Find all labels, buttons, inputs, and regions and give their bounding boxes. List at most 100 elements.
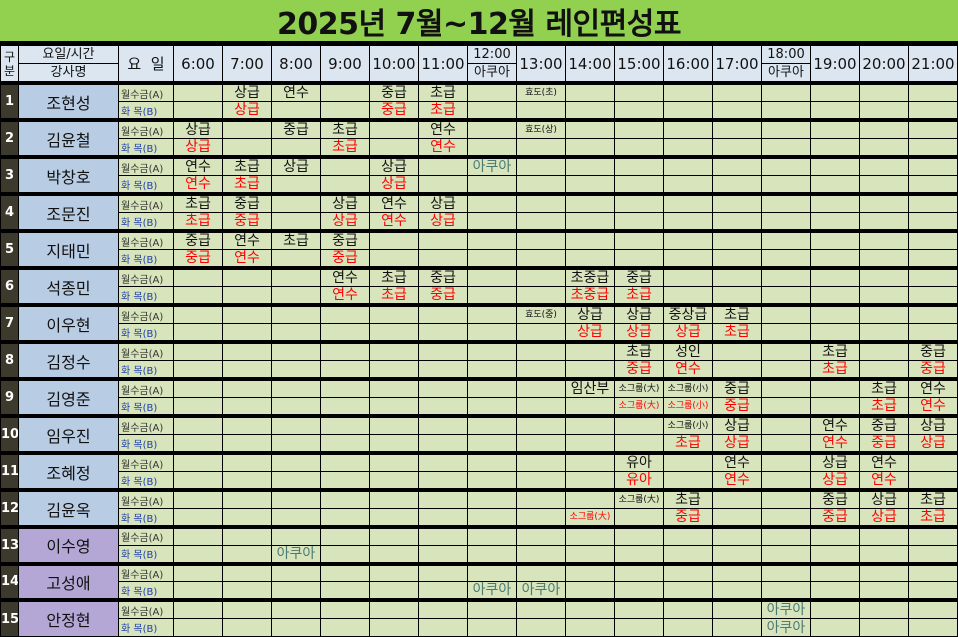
schedule-cell[interactable]	[516, 397, 566, 417]
schedule-cell[interactable]: 초급	[908, 488, 958, 509]
schedule-cell[interactable]	[663, 561, 713, 582]
schedule-cell[interactable]	[369, 414, 419, 435]
schedule-cell[interactable]	[222, 303, 272, 324]
schedule-cell[interactable]	[467, 508, 517, 528]
schedule-cell[interactable]	[859, 323, 909, 343]
schedule-cell[interactable]: 상급	[712, 434, 762, 454]
schedule-cell[interactable]: 초급	[712, 303, 762, 324]
schedule-cell[interactable]	[320, 377, 370, 398]
schedule-cell[interactable]	[859, 360, 909, 380]
schedule-cell[interactable]	[271, 192, 321, 213]
schedule-cell[interactable]	[222, 525, 272, 546]
schedule-cell[interactable]	[761, 397, 811, 417]
schedule-cell[interactable]	[761, 525, 811, 546]
schedule-cell[interactable]	[810, 323, 860, 343]
schedule-cell[interactable]	[467, 175, 517, 195]
schedule-cell[interactable]	[222, 488, 272, 509]
schedule-cell[interactable]: 상급	[908, 414, 958, 435]
schedule-cell[interactable]	[810, 81, 860, 102]
schedule-cell[interactable]	[859, 340, 909, 361]
schedule-cell[interactable]	[761, 138, 811, 158]
schedule-cell[interactable]	[271, 377, 321, 398]
schedule-cell[interactable]	[712, 544, 762, 564]
schedule-cell[interactable]	[761, 229, 811, 250]
schedule-cell[interactable]	[565, 249, 615, 269]
schedule-cell[interactable]	[271, 598, 321, 619]
schedule-cell[interactable]	[418, 397, 468, 417]
schedule-cell[interactable]	[173, 414, 223, 435]
schedule-cell[interactable]	[173, 525, 223, 546]
schedule-cell[interactable]	[712, 618, 762, 637]
schedule-cell[interactable]	[859, 138, 909, 158]
schedule-cell[interactable]: 중급	[320, 249, 370, 269]
schedule-cell[interactable]	[908, 618, 958, 637]
schedule-cell[interactable]	[712, 598, 762, 619]
schedule-cell[interactable]	[320, 303, 370, 324]
schedule-cell[interactable]	[320, 581, 370, 601]
schedule-cell[interactable]	[663, 212, 713, 232]
schedule-cell[interactable]	[222, 377, 272, 398]
schedule-cell[interactable]	[712, 81, 762, 102]
schedule-cell[interactable]: 상급	[418, 212, 468, 232]
schedule-cell[interactable]	[908, 81, 958, 102]
schedule-cell[interactable]: 초중급	[565, 286, 615, 306]
schedule-cell[interactable]	[516, 508, 566, 528]
schedule-cell[interactable]	[271, 618, 321, 637]
schedule-cell[interactable]: 소그룹(小)	[663, 397, 713, 417]
schedule-cell[interactable]	[369, 397, 419, 417]
schedule-cell[interactable]	[663, 192, 713, 213]
schedule-cell[interactable]: 상급	[663, 323, 713, 343]
schedule-cell[interactable]	[663, 266, 713, 287]
schedule-cell[interactable]	[369, 544, 419, 564]
schedule-cell[interactable]	[908, 303, 958, 324]
schedule-cell[interactable]	[859, 544, 909, 564]
schedule-cell[interactable]	[418, 155, 468, 176]
schedule-cell[interactable]: 초급	[908, 508, 958, 528]
schedule-cell[interactable]	[418, 544, 468, 564]
schedule-cell[interactable]	[222, 397, 272, 417]
schedule-cell[interactable]	[516, 525, 566, 546]
schedule-cell[interactable]	[663, 101, 713, 121]
schedule-cell[interactable]	[859, 101, 909, 121]
schedule-cell[interactable]	[418, 581, 468, 601]
schedule-cell[interactable]	[467, 286, 517, 306]
schedule-cell[interactable]: 상급	[810, 451, 860, 472]
schedule-cell[interactable]	[859, 618, 909, 637]
schedule-cell[interactable]	[614, 81, 664, 102]
schedule-cell[interactable]	[516, 175, 566, 195]
schedule-cell[interactable]	[271, 525, 321, 546]
schedule-cell[interactable]	[516, 451, 566, 472]
schedule-cell[interactable]	[859, 175, 909, 195]
schedule-cell[interactable]	[418, 340, 468, 361]
schedule-cell[interactable]	[712, 525, 762, 546]
schedule-cell[interactable]	[173, 544, 223, 564]
schedule-cell[interactable]	[467, 598, 517, 619]
schedule-cell[interactable]	[565, 544, 615, 564]
schedule-cell[interactable]	[320, 175, 370, 195]
schedule-cell[interactable]: 아쿠아	[516, 581, 566, 601]
schedule-cell[interactable]	[369, 561, 419, 582]
schedule-cell[interactable]	[516, 618, 566, 637]
schedule-cell[interactable]: 연수	[859, 451, 909, 472]
schedule-cell[interactable]	[418, 323, 468, 343]
schedule-cell[interactable]	[761, 471, 811, 491]
schedule-cell[interactable]	[614, 229, 664, 250]
schedule-cell[interactable]	[222, 561, 272, 582]
schedule-cell[interactable]	[859, 303, 909, 324]
schedule-cell[interactable]	[908, 118, 958, 139]
schedule-cell[interactable]: 연수	[369, 192, 419, 213]
schedule-cell[interactable]	[173, 340, 223, 361]
schedule-cell[interactable]: 연수	[908, 377, 958, 398]
schedule-cell[interactable]	[810, 581, 860, 601]
schedule-cell[interactable]	[222, 360, 272, 380]
schedule-cell[interactable]	[222, 323, 272, 343]
schedule-cell[interactable]: 중급	[369, 81, 419, 102]
schedule-cell[interactable]	[614, 544, 664, 564]
schedule-cell[interactable]	[565, 340, 615, 361]
schedule-cell[interactable]	[712, 212, 762, 232]
schedule-cell[interactable]	[369, 488, 419, 509]
schedule-cell[interactable]	[467, 377, 517, 398]
schedule-cell[interactable]	[810, 229, 860, 250]
schedule-cell[interactable]	[271, 303, 321, 324]
schedule-cell[interactable]	[222, 598, 272, 619]
